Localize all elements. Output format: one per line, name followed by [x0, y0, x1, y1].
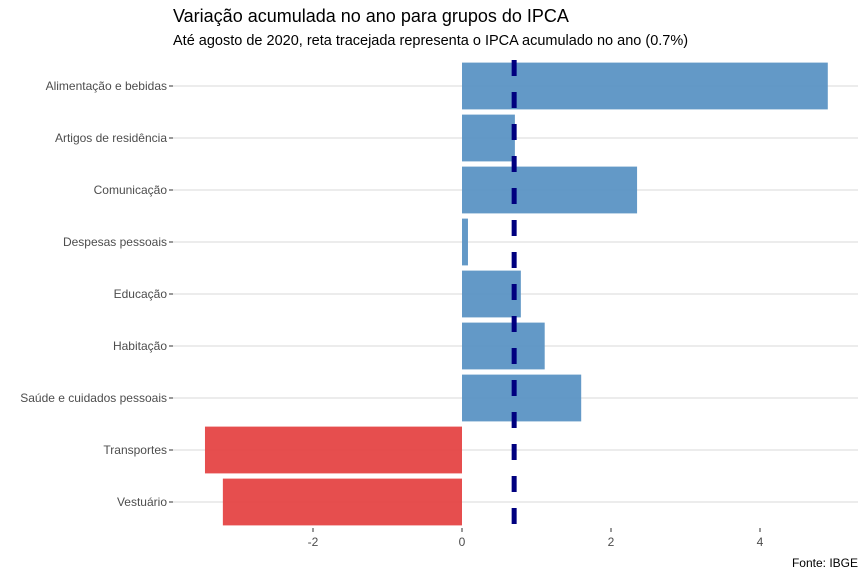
y-tick-label: Saúde e cuidados pessoais [20, 391, 167, 405]
bar-7 [204, 426, 462, 474]
x-axis: -2 0 2 4 [308, 528, 764, 549]
y-tick-label: Artigos de residência [55, 131, 167, 145]
x-tick-label: 4 [757, 535, 764, 549]
y-tick-label: Alimentação e bebidas [46, 79, 167, 93]
bar-4 [462, 270, 521, 318]
bar-8 [222, 478, 462, 526]
bar-1 [462, 114, 515, 162]
x-tick-label: 0 [459, 535, 466, 549]
y-tick-label: Despesas pessoais [63, 235, 167, 249]
chart-caption: Fonte: IBGE [791, 556, 858, 570]
bar-3 [462, 218, 468, 266]
y-tick-label: Vestuário [117, 495, 167, 509]
bar-2 [462, 166, 638, 214]
x-tick-label: -2 [308, 535, 319, 549]
bar-6 [462, 374, 582, 422]
bars [204, 62, 828, 526]
bar-5 [462, 322, 545, 370]
chart-title: Variação acumulada no ano para grupos do… [173, 6, 569, 26]
y-tick-label: Habitação [113, 339, 167, 353]
chart-subtitle: Até agosto de 2020, reta tracejada repre… [173, 33, 689, 49]
y-tick-label: Educação [114, 287, 168, 301]
y-axis: Alimentação e bebidas Artigos de residênc… [20, 79, 173, 509]
y-tick-label: Transportes [103, 443, 167, 457]
x-tick-label: 2 [608, 535, 615, 549]
y-tick-label: Comunicação [94, 183, 168, 197]
bar-0 [462, 62, 828, 110]
